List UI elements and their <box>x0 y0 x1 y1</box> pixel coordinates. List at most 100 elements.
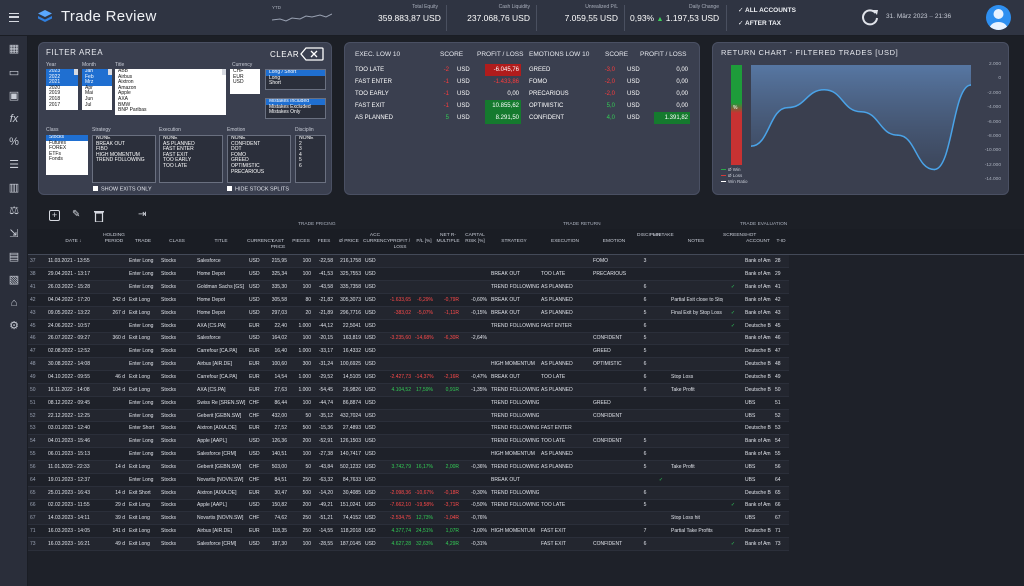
list-option[interactable]: PRECARIOUS <box>231 168 265 175</box>
list-option[interactable]: 2023 <box>46 69 78 75</box>
month-listbox[interactable]: Jan Feb Mrz Apr Mai Jun Jul <box>82 69 112 110</box>
list-option[interactable]: 2 <box>299 140 302 147</box>
table-row[interactable]: 71 16.03.2023 - 14:05 141 d Exit Long Stocks… <box>28 524 789 539</box>
table-row[interactable]: 56 11.01.2023 - 22:33 14 d Exit Long Stocks G… <box>28 460 789 474</box>
currency-listbox[interactable]: CHF EUR USD <box>230 69 260 94</box>
list-option[interactable]: CHF <box>233 69 244 74</box>
column-header[interactable]: TRADE <box>134 239 152 244</box>
list-option[interactable]: Short <box>269 80 281 87</box>
column-header[interactable]: PROFIT / LOSS <box>389 239 411 250</box>
list-option[interactable]: TREND FOLLOWING <box>96 157 145 164</box>
list-option[interactable]: 2018 <box>49 95 61 102</box>
function-icon[interactable]: fx <box>9 113 19 125</box>
document-icon[interactable]: ▤ <box>8 251 20 263</box>
list-option[interactable]: CONFIDENT <box>231 140 261 147</box>
list-option[interactable]: BREAK OUT <box>96 140 125 147</box>
list-option[interactable]: Jun <box>85 95 94 102</box>
table-row[interactable]: 65 25.01.2023 - 16:43 14 d Exit Short Stocks… <box>28 486 789 500</box>
list-option[interactable]: FOMO <box>231 151 246 158</box>
column-header[interactable]: EMOTION <box>602 239 626 244</box>
add-row-icon[interactable]: + <box>49 210 60 221</box>
list-option[interactable]: AS PLANNED <box>163 140 195 147</box>
list-option[interactable]: NONE <box>231 135 246 141</box>
column-header[interactable]: LAST PRICE <box>270 239 286 250</box>
list-option[interactable]: AXA <box>118 95 129 102</box>
column-header[interactable]: MISTAKE <box>653 233 674 238</box>
table-row[interactable]: 52 22.12.2022 - 12:25 Enter Long Stocks Gebe… <box>28 409 789 423</box>
list-option[interactable]: ABB <box>118 69 129 74</box>
list-icon[interactable]: ☰ <box>9 159 19 171</box>
list-option[interactable]: Aixtron <box>118 79 134 86</box>
column-header[interactable]: T-ID <box>776 239 786 244</box>
list-option[interactable]: Jan <box>82 69 112 75</box>
all-accounts-toggle[interactable]: ✓ ALL ACCOUNTS <box>738 7 796 14</box>
hamburger-menu-icon[interactable] <box>9 13 19 22</box>
column-header[interactable]: P/L [%] <box>416 239 432 244</box>
table-row[interactable]: 53 03.01.2023 - 12:40 Enter Short Stocks Aix… <box>28 421 789 436</box>
list-option[interactable]: FAST EXIT <box>163 151 188 158</box>
wallet-icon[interactable]: ▭ <box>8 67 20 79</box>
table-row[interactable]: 47 02.08.2022 - 12:52 Enter Long Stocks Carr… <box>28 344 789 359</box>
table-row[interactable]: 42 04.04.2022 - 17:20 242 d Exit Long Stocks… <box>28 293 789 307</box>
list-option[interactable]: 2021 <box>46 80 78 86</box>
table-row[interactable]: 50 16.11.2022 - 14:08 104 d Exit Long Stocks… <box>28 383 789 397</box>
mistakes-listbox[interactable]: Mistakes Included Mistakes Excluded Mistak… <box>265 98 326 119</box>
table-row[interactable]: 54 04.01.2023 - 15:46 Enter Long Stocks Appl… <box>28 434 789 449</box>
settings-icon[interactable]: ⚙ <box>9 320 19 332</box>
list-option[interactable]: BMW <box>118 101 131 108</box>
column-header[interactable]: ACCOUNT <box>746 239 770 244</box>
table-row[interactable]: 51 08.12.2022 - 09:45 Enter Long Stocks Swis… <box>28 396 789 410</box>
column-header[interactable]: EXECUTION <box>551 239 579 244</box>
list-option[interactable]: Mai <box>85 90 94 97</box>
list-option[interactable]: NONE <box>96 135 111 141</box>
list-option[interactable]: Airbus <box>118 73 133 80</box>
table-row[interactable]: 49 04.10.2022 - 09:55 46 d Exit Long Stocks C… <box>28 370 789 384</box>
table-row[interactable]: 37 11.03.2021 - 13:55 Enter Long Stocks Sale… <box>28 255 789 269</box>
list-option[interactable]: NONE <box>299 135 314 141</box>
table-row[interactable]: 64 19.01.2023 - 12:37 Enter Long Stocks Nova… <box>28 473 789 487</box>
column-header[interactable]: CURRENCY <box>247 239 275 244</box>
list-option[interactable]: Mistakes Excluded <box>269 103 311 110</box>
list-option[interactable]: Futures <box>49 139 66 146</box>
list-option[interactable]: USD <box>233 79 244 86</box>
list-option[interactable]: DOT <box>231 146 242 153</box>
column-header[interactable]: DATE ↓ <box>65 239 82 244</box>
table-row[interactable]: 46 26.07.2022 - 09:27 360 d Exit Long Stocks… <box>28 332 789 346</box>
long-short-listbox[interactable]: Long / Short Long Short <box>265 69 326 90</box>
list-option[interactable]: 4 <box>299 151 302 158</box>
list-option[interactable]: 2020 <box>49 84 61 91</box>
list-option[interactable]: NONE <box>163 135 178 141</box>
list-option[interactable]: ETFs <box>49 150 61 157</box>
table-row[interactable]: 48 30.08.2022 - 14:08 Enter Long Stocks Airb… <box>28 357 789 372</box>
briefcase-icon[interactable]: ▣ <box>8 90 20 102</box>
table-row[interactable]: 73 16.03.2023 - 16:21 49 d Exit Long Stocks S… <box>28 537 789 551</box>
list-option[interactable]: 6 <box>299 162 302 169</box>
list-option[interactable]: FAST ENTER <box>163 146 194 153</box>
list-option[interactable]: BNP Paribas <box>118 107 147 114</box>
scale-icon[interactable]: ⚖ <box>9 205 19 217</box>
list-option[interactable]: 2019 <box>49 90 61 97</box>
list-option[interactable]: Amazon <box>118 84 137 91</box>
column-header[interactable]: HOLDING PERIOD <box>103 233 125 244</box>
execution-listbox[interactable]: NONE AS PLANNED FAST ENTER FAST EXIT TOO EAR… <box>159 135 223 183</box>
list-option[interactable]: Mrz <box>82 80 112 86</box>
table-row[interactable]: 43 09.05.2022 - 13:22 267 d Exit Long Stocks… <box>28 306 789 320</box>
table-row[interactable]: 38 29.04.2021 - 13:17 Enter Long Stocks Home… <box>28 267 789 282</box>
table-row[interactable]: 41 26.03.2022 - 15:28 Enter Long Stocks Gold… <box>28 280 789 295</box>
table-row[interactable]: 55 06.01.2023 - 15:13 Enter Long Stocks Sale… <box>28 447 789 461</box>
list-option[interactable]: Apr <box>85 84 93 91</box>
list-option[interactable]: Stocks <box>46 135 88 141</box>
import-icon[interactable]: ⇲ <box>9 228 19 240</box>
show-exits-checkbox[interactable]: SHOW EXITS ONLY <box>93 186 152 193</box>
list-option[interactable]: FIBO <box>96 146 108 153</box>
list-option[interactable]: Apple <box>118 90 131 97</box>
list-option[interactable]: 2022 <box>46 74 78 81</box>
list-option[interactable]: Jul <box>85 101 92 108</box>
list-option[interactable]: Feb <box>82 74 112 81</box>
column-header[interactable]: SCREENSHOT <box>723 233 757 238</box>
list-option[interactable]: EUR <box>233 73 244 80</box>
after-tax-toggle[interactable]: ✓ AFTER TAX <box>738 20 782 27</box>
column-header[interactable]: NET R-MULTIPLE <box>436 233 460 244</box>
delete-icon[interactable] <box>94 209 104 223</box>
user-avatar-icon[interactable] <box>986 5 1011 30</box>
